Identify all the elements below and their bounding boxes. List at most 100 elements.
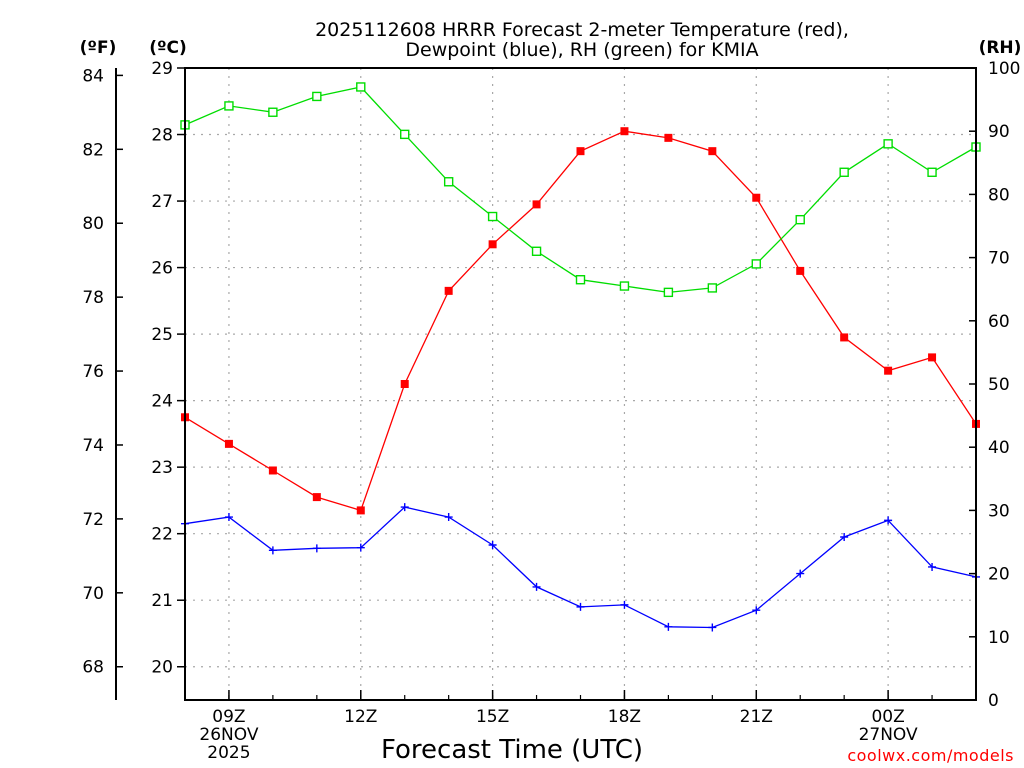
rh-tick-label: 30 <box>988 501 1010 521</box>
temperature-point <box>268 466 277 475</box>
x-tick-label: 12Z <box>344 707 377 727</box>
x-tick-label: 18Z <box>608 707 641 727</box>
rh-unit-label: (RH) <box>979 38 1022 58</box>
fahrenheit-tick-label: 72 <box>82 510 104 530</box>
celsius-tick-label: 27 <box>151 192 173 212</box>
dewpoint-point <box>752 606 761 615</box>
dewpoint-point <box>224 513 233 522</box>
rh-point <box>795 214 805 225</box>
rh-point <box>751 259 761 269</box>
fahrenheit-tick-label: 82 <box>82 140 104 160</box>
temperature-point <box>576 147 585 156</box>
dewpoint-point <box>840 533 849 542</box>
celsius-tick-label: 23 <box>151 458 173 478</box>
x-tick-label: 09Z <box>212 707 245 727</box>
fahrenheit-unit-label: (ºF) <box>80 38 117 58</box>
rh-tick-label: 90 <box>988 122 1010 142</box>
rh-point <box>443 177 454 187</box>
x-tick-label: 27NOV <box>859 725 918 745</box>
dewpoint-point <box>444 513 453 522</box>
rh-point <box>531 246 542 256</box>
temperature-point <box>356 506 365 515</box>
rh-point <box>268 107 278 117</box>
rh-point <box>356 82 366 92</box>
x-tick-label: 00Z <box>871 707 904 727</box>
fahrenheit-tick-label: 70 <box>82 584 104 604</box>
temperature-point <box>928 353 937 362</box>
temperature-point <box>708 147 717 156</box>
temperature-point <box>752 193 761 202</box>
rh-tick-label: 80 <box>988 185 1010 205</box>
dewpoint-point <box>664 622 673 631</box>
celsius-tick-label: 24 <box>151 392 173 412</box>
temperature-point <box>840 333 849 342</box>
credit-text: coolwx.com/models <box>847 746 1014 765</box>
rh-point <box>312 91 322 102</box>
dewpoint-point <box>312 544 321 553</box>
rh-point <box>839 167 849 177</box>
rh-tick-label: 50 <box>988 375 1010 395</box>
dewpoint-point <box>400 503 409 512</box>
celsius-tick-label: 21 <box>151 591 173 611</box>
fahrenheit-tick-label: 84 <box>82 66 104 86</box>
chart-title-line-1: 2025112608 HRRR Forecast 2-meter Tempera… <box>315 19 849 41</box>
dewpoint-point <box>928 562 937 571</box>
rh-point <box>707 283 718 293</box>
fahrenheit-tick-label: 74 <box>82 436 104 456</box>
grid-lines <box>185 68 976 700</box>
temperature-point <box>620 127 629 136</box>
rh-point <box>883 139 893 149</box>
rh-tick-label: 40 <box>988 438 1010 458</box>
temperature-point <box>444 286 453 295</box>
rh-point <box>663 287 674 298</box>
x-tick-label: 15Z <box>476 707 509 727</box>
celsius-tick-label: 25 <box>151 325 173 345</box>
rh-point <box>619 281 630 291</box>
temperature-point <box>488 240 497 249</box>
temperature-point <box>400 380 409 388</box>
rh-tick-label: 20 <box>988 565 1010 585</box>
dewpoint-point <box>620 600 629 609</box>
dewpoint-point <box>576 602 585 611</box>
plot-frame <box>184 67 977 701</box>
celsius-tick-label: 28 <box>151 126 173 146</box>
dewpoint-point <box>532 582 541 591</box>
temperature-point <box>884 366 893 375</box>
rh-tick-label: 60 <box>988 312 1010 332</box>
axes: 20 21 22 23 24 25 26 27 28 29 68 70 72 74 76 78 80 82 84 0 1… <box>82 59 1020 763</box>
fahrenheit-tick-label: 68 <box>82 658 104 678</box>
rh-point <box>400 129 410 140</box>
dewpoint-point <box>708 623 717 632</box>
x-axis-title: Forecast Time (UTC) <box>381 735 643 765</box>
dewpoint-point <box>356 543 365 552</box>
rh-point <box>224 101 234 111</box>
temperature-point <box>312 493 321 502</box>
dewpoint-point <box>884 516 893 525</box>
dewpoint-point <box>796 569 805 578</box>
rh-tick-label: 70 <box>988 249 1010 269</box>
fahrenheit-tick-label: 78 <box>82 288 104 308</box>
dewpoint-point <box>268 546 277 555</box>
x-tick-label: 21Z <box>740 707 773 727</box>
rh-tick-label: 0 <box>988 691 999 711</box>
celsius-tick-label: 22 <box>151 525 173 545</box>
temperature-point <box>532 200 541 209</box>
rh-tick-label: 10 <box>988 628 1010 648</box>
rh-point <box>575 275 586 285</box>
temperature-point <box>664 133 673 142</box>
rh-point <box>487 211 498 222</box>
temperature-point <box>224 439 233 448</box>
temperature-point <box>796 266 805 275</box>
celsius-unit-label: (ºC) <box>149 38 187 58</box>
celsius-tick-label: 29 <box>151 59 173 79</box>
celsius-tick-label: 26 <box>151 259 173 279</box>
x-tick-label: 26NOV <box>199 725 258 745</box>
celsius-tick-label: 20 <box>151 658 173 678</box>
dewpoint-point <box>488 540 497 549</box>
fahrenheit-tick-label: 80 <box>82 214 104 234</box>
fahrenheit-tick-label: 76 <box>82 362 104 382</box>
rh-tick-label: 100 <box>988 59 1020 79</box>
x-tick-label: 2025 <box>207 743 250 763</box>
